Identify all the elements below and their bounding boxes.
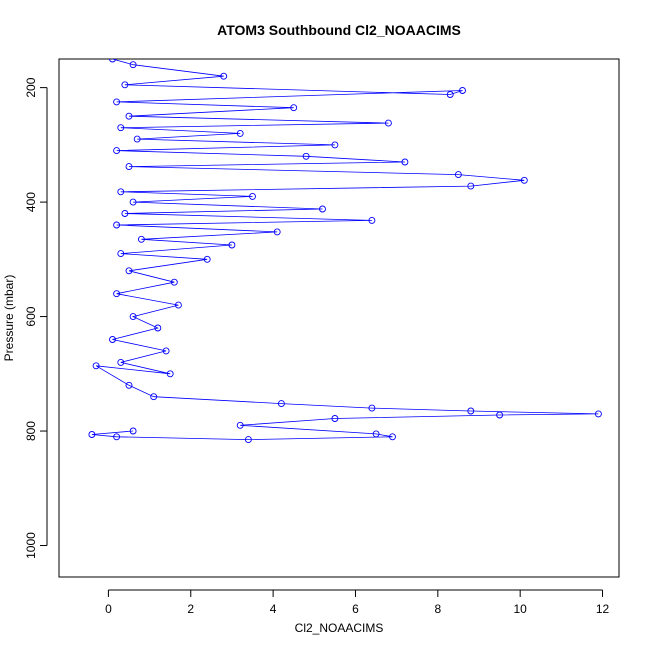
data-point — [277, 400, 285, 408]
data-point — [109, 336, 116, 343]
x-tick-label: 8 — [434, 602, 441, 616]
data-point — [166, 370, 174, 378]
data-point — [121, 210, 129, 217]
data-point — [129, 427, 137, 435]
y-tick-label: 1000 — [24, 532, 38, 559]
x-tick-label: 4 — [270, 602, 277, 616]
chart-title: ATOM3 Southbound Cl2_NOAACIMS — [217, 22, 461, 38]
data-point — [594, 410, 602, 418]
data-point — [520, 176, 528, 184]
data-point — [496, 411, 504, 419]
data-point — [117, 250, 125, 258]
data-point — [117, 124, 125, 132]
data-point — [203, 255, 211, 263]
data-point — [113, 147, 121, 155]
data-point — [384, 119, 392, 127]
data-point — [454, 171, 462, 179]
data-point — [368, 216, 376, 224]
y-tick-label: 800 — [24, 421, 38, 441]
data-point — [113, 221, 121, 229]
plot-frame — [58, 58, 620, 578]
data-point — [389, 433, 396, 441]
data-point — [244, 436, 252, 444]
data-point — [137, 235, 145, 243]
y-tick-label: 200 — [24, 77, 38, 97]
data-point — [319, 205, 326, 213]
data-point — [170, 278, 178, 286]
x-tick-label: 2 — [187, 602, 194, 616]
x-axis-label: Cl2_NOAACIMS — [295, 621, 384, 635]
x-tick-label: 10 — [513, 602, 527, 616]
x-tick-label: 12 — [596, 602, 610, 616]
data-point — [290, 104, 298, 112]
data-point — [162, 347, 170, 355]
x-tick-label: 6 — [352, 602, 359, 616]
data-point — [331, 415, 339, 422]
data-point — [125, 163, 133, 171]
data-point — [302, 152, 310, 160]
data-point — [117, 358, 125, 366]
data-point — [174, 301, 182, 309]
data-point — [372, 430, 380, 438]
data-point — [236, 129, 244, 137]
data-point — [467, 182, 475, 190]
data-point — [401, 158, 409, 166]
axes: 0 2 4 6 8 10 12 200 400 600 800 1000 — [24, 77, 610, 616]
data-point — [121, 81, 129, 89]
data-point — [113, 98, 121, 106]
data-point — [446, 91, 454, 98]
data-point — [125, 267, 133, 275]
data-point — [125, 112, 133, 120]
y-tick-label: 600 — [24, 306, 38, 326]
data-point — [459, 87, 466, 94]
data-point — [154, 324, 162, 332]
plot-area — [88, 59, 602, 444]
data-point — [113, 433, 121, 441]
data-point — [113, 290, 121, 298]
data-point — [129, 61, 137, 69]
data-point — [129, 313, 137, 321]
data-point — [467, 407, 475, 415]
data-point — [150, 393, 158, 401]
data-point — [125, 381, 133, 389]
data-point — [228, 241, 236, 249]
data-point — [236, 421, 244, 429]
x-tick-label: 0 — [105, 602, 112, 616]
data-point — [220, 72, 228, 80]
data-point — [129, 198, 137, 206]
data-point — [368, 404, 376, 412]
data-point — [249, 192, 256, 200]
data-point — [92, 362, 100, 370]
data-point — [133, 135, 141, 143]
data-point — [117, 188, 125, 196]
data-point — [88, 431, 96, 438]
series-line — [91, 59, 599, 441]
data-point — [331, 141, 339, 149]
y-axis-label: Pressure (mbar) — [2, 275, 16, 362]
data-point — [109, 59, 116, 63]
data-point — [273, 228, 281, 236]
y-tick-label: 400 — [24, 192, 38, 212]
